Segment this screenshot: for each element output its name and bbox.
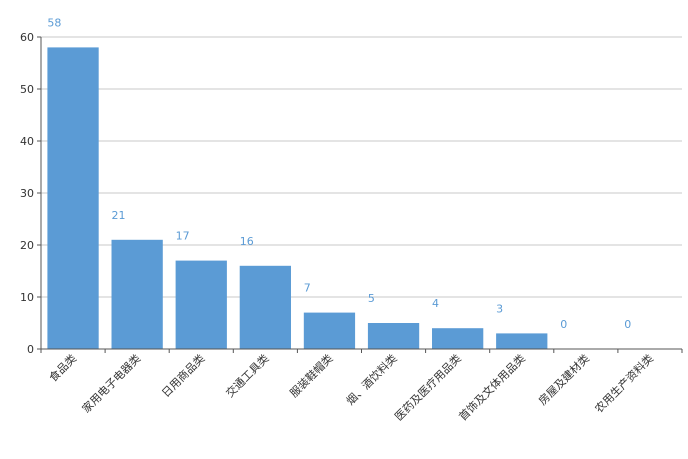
x-tick-label: 家用电子电器类: [79, 351, 143, 415]
y-tick-label: 30: [20, 187, 34, 200]
y-tick-label: 60: [20, 31, 34, 44]
x-tick-label: 农用生产资料类: [592, 351, 656, 415]
y-tick-label: 0: [27, 343, 34, 356]
bar: [111, 239, 163, 349]
data-label: 3: [496, 302, 503, 315]
data-label: 16: [240, 235, 254, 248]
bar: [496, 333, 548, 349]
data-label: 21: [112, 209, 126, 222]
y-tick-label: 50: [20, 83, 34, 96]
y-tick-label: 20: [20, 239, 34, 252]
bars: [47, 47, 548, 350]
bar: [47, 47, 99, 350]
x-tick-label: 食品类: [46, 351, 79, 384]
data-label: 0: [624, 318, 631, 331]
x-tick-label: 日用商品类: [159, 351, 208, 400]
data-label: 5: [368, 292, 375, 305]
bar: [432, 328, 484, 349]
data-label: 17: [176, 230, 190, 243]
x-axis: 食品类 家用电子电器类 日用商品类 交通工具类 服装鞋帽类 烟、酒饮料类医药及医疗用品类首…: [40, 348, 683, 423]
bar: [303, 312, 356, 349]
bar: [367, 323, 420, 349]
value-labels: 58 21 17 16 7 5 4 3 0 0: [47, 16, 631, 331]
data-label: 58: [47, 16, 61, 29]
x-tick-label: 烟、酒饮料类: [343, 351, 400, 408]
y-tick-label: 40: [20, 135, 34, 148]
x-tick-label: 服装鞋帽类: [287, 351, 336, 400]
x-tick-label: 医药及医疗用品类: [392, 351, 464, 423]
y-tick-label: 10: [20, 291, 34, 304]
data-label: 0: [560, 318, 567, 331]
x-tick-label: 首饰及文体用品类: [456, 351, 528, 423]
y-axis: 0 10 20 30 40 50 60: [20, 31, 42, 356]
bar: [175, 260, 227, 349]
x-tick-label: 房屋及建材类: [535, 351, 592, 408]
data-label: 4: [432, 297, 439, 310]
x-tick-label: 交通工具类: [223, 351, 272, 400]
data-label: 7: [304, 282, 311, 295]
bar: [239, 265, 291, 349]
